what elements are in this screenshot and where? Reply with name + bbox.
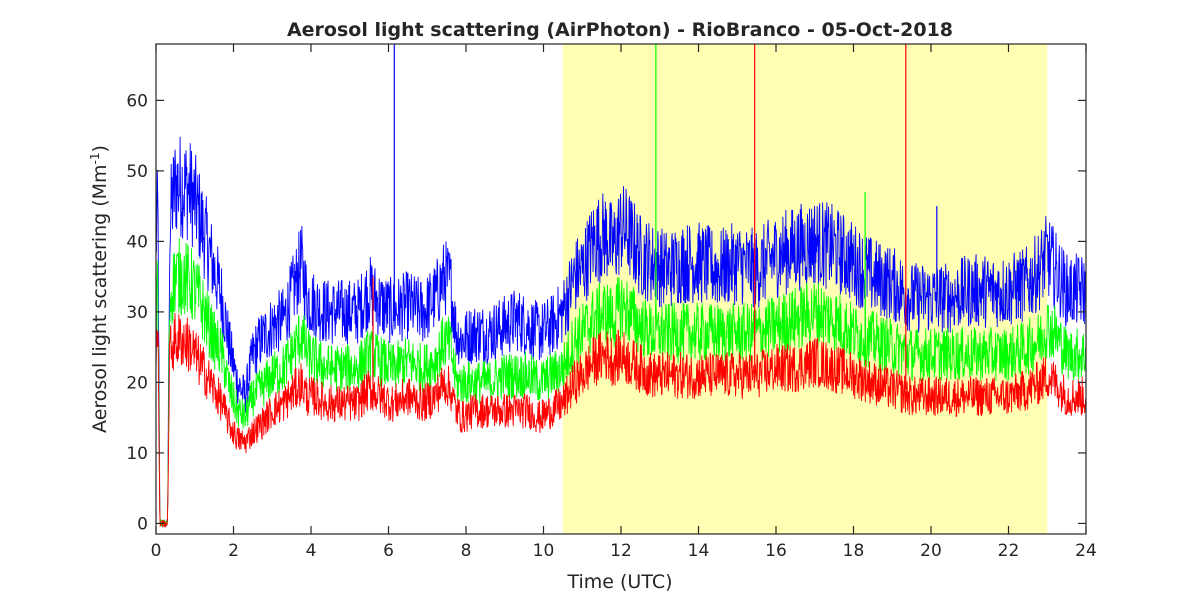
x-tick-label: 14 [688, 541, 710, 561]
y-tick-label: 20 [126, 373, 148, 393]
y-axis-label-main: Aerosol light scattering (Mm [89, 164, 111, 433]
x-tick-label: 22 [998, 541, 1020, 561]
y-tick-label: 0 [137, 514, 148, 534]
y-axis-label: Aerosol light scattering (Mm-1) [88, 145, 111, 433]
y-tick-label: 30 [126, 303, 148, 323]
x-tick-label: 12 [610, 541, 632, 561]
series-layer [156, 44, 1086, 528]
y-axis-ticks: 0 10 20 30 40 50 60 [126, 91, 1086, 534]
series-line-3 [156, 313, 1086, 528]
x-tick-label: 2 [228, 541, 239, 561]
x-tick-label: 8 [461, 541, 472, 561]
x-tick-label: 10 [533, 541, 555, 561]
y-tick-label: 50 [126, 162, 148, 182]
series-line-2 [156, 238, 1086, 527]
chart-title: Aerosol light scattering (AirPhoton) - R… [287, 19, 953, 41]
y-tick-label: 60 [126, 91, 148, 111]
y-tick-label: 10 [126, 444, 148, 464]
x-axis-label: Time (UTC) [566, 571, 672, 593]
x-tick-label: 6 [383, 541, 394, 561]
series-line-1 [156, 136, 1086, 527]
y-axis-label-superscript: -1 [88, 152, 102, 164]
y-tick-label: 40 [126, 232, 148, 252]
x-axis-ticks: 0 2 4 6 8 10 12 14 16 18 20 22 24 [151, 44, 1097, 561]
x-tick-label: 16 [765, 541, 787, 561]
x-tick-label: 24 [1075, 541, 1097, 561]
x-tick-label: 0 [151, 541, 162, 561]
x-tick-label: 20 [920, 541, 942, 561]
x-tick-label: 4 [306, 541, 317, 561]
y-axis-label-close: ) [89, 145, 111, 152]
x-tick-label: 18 [843, 541, 865, 561]
